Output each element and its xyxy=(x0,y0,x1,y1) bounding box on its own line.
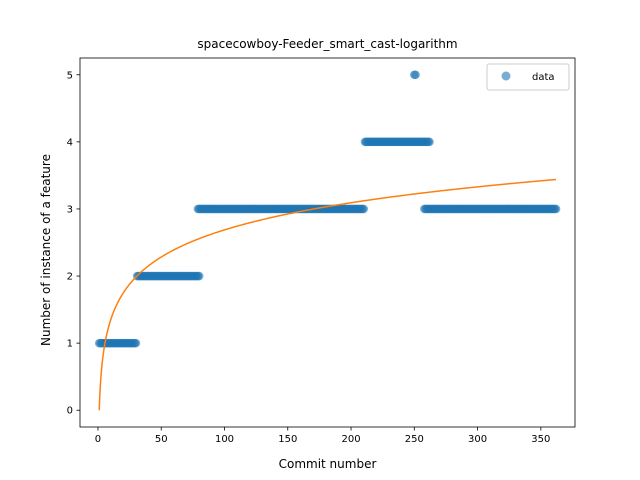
y-tick-label-1: 1 xyxy=(67,339,73,350)
y-tick-label-0: 0 xyxy=(67,406,73,417)
y-tick-label-4: 4 xyxy=(67,137,73,148)
y-axis-label: Number of instance of a feature xyxy=(39,154,53,346)
y-tick-label-5: 5 xyxy=(67,70,73,81)
x-tick-label-2: 100 xyxy=(215,434,234,445)
axis-ticks: 0 50 100 150 200 250 300 350 0 1 2 3 4 5 xyxy=(67,70,551,445)
legend-marker-data xyxy=(502,72,511,81)
x-tick-label-5: 250 xyxy=(405,434,424,445)
x-tick-label-6: 300 xyxy=(468,434,487,445)
plot-area xyxy=(80,58,575,427)
y-tick-label-3: 3 xyxy=(67,204,73,215)
x-tick-label-1: 50 xyxy=(155,434,168,445)
axes-frame xyxy=(80,58,575,427)
data-point-211 xyxy=(359,205,368,214)
y-tick-label-2: 2 xyxy=(67,272,73,283)
data-point-79 xyxy=(195,272,204,281)
data-point-263 xyxy=(425,138,434,147)
x-axis-label: Commit number xyxy=(279,457,377,471)
x-tick-label-0: 0 xyxy=(95,434,101,445)
legend-frame xyxy=(487,64,569,90)
legend-label-data: data xyxy=(532,72,555,83)
data-point-265 xyxy=(411,70,420,79)
x-tick-label-7: 350 xyxy=(531,434,550,445)
chart-title: spacecowboy-Feeder_smart_cast-logarithm xyxy=(197,37,457,51)
legend: data xyxy=(487,64,569,90)
x-tick-label-4: 200 xyxy=(341,434,360,445)
data-point-29 xyxy=(132,339,141,348)
fit-curve xyxy=(99,180,556,411)
data-point-370 xyxy=(552,205,561,214)
x-tick-label-3: 150 xyxy=(278,434,297,445)
